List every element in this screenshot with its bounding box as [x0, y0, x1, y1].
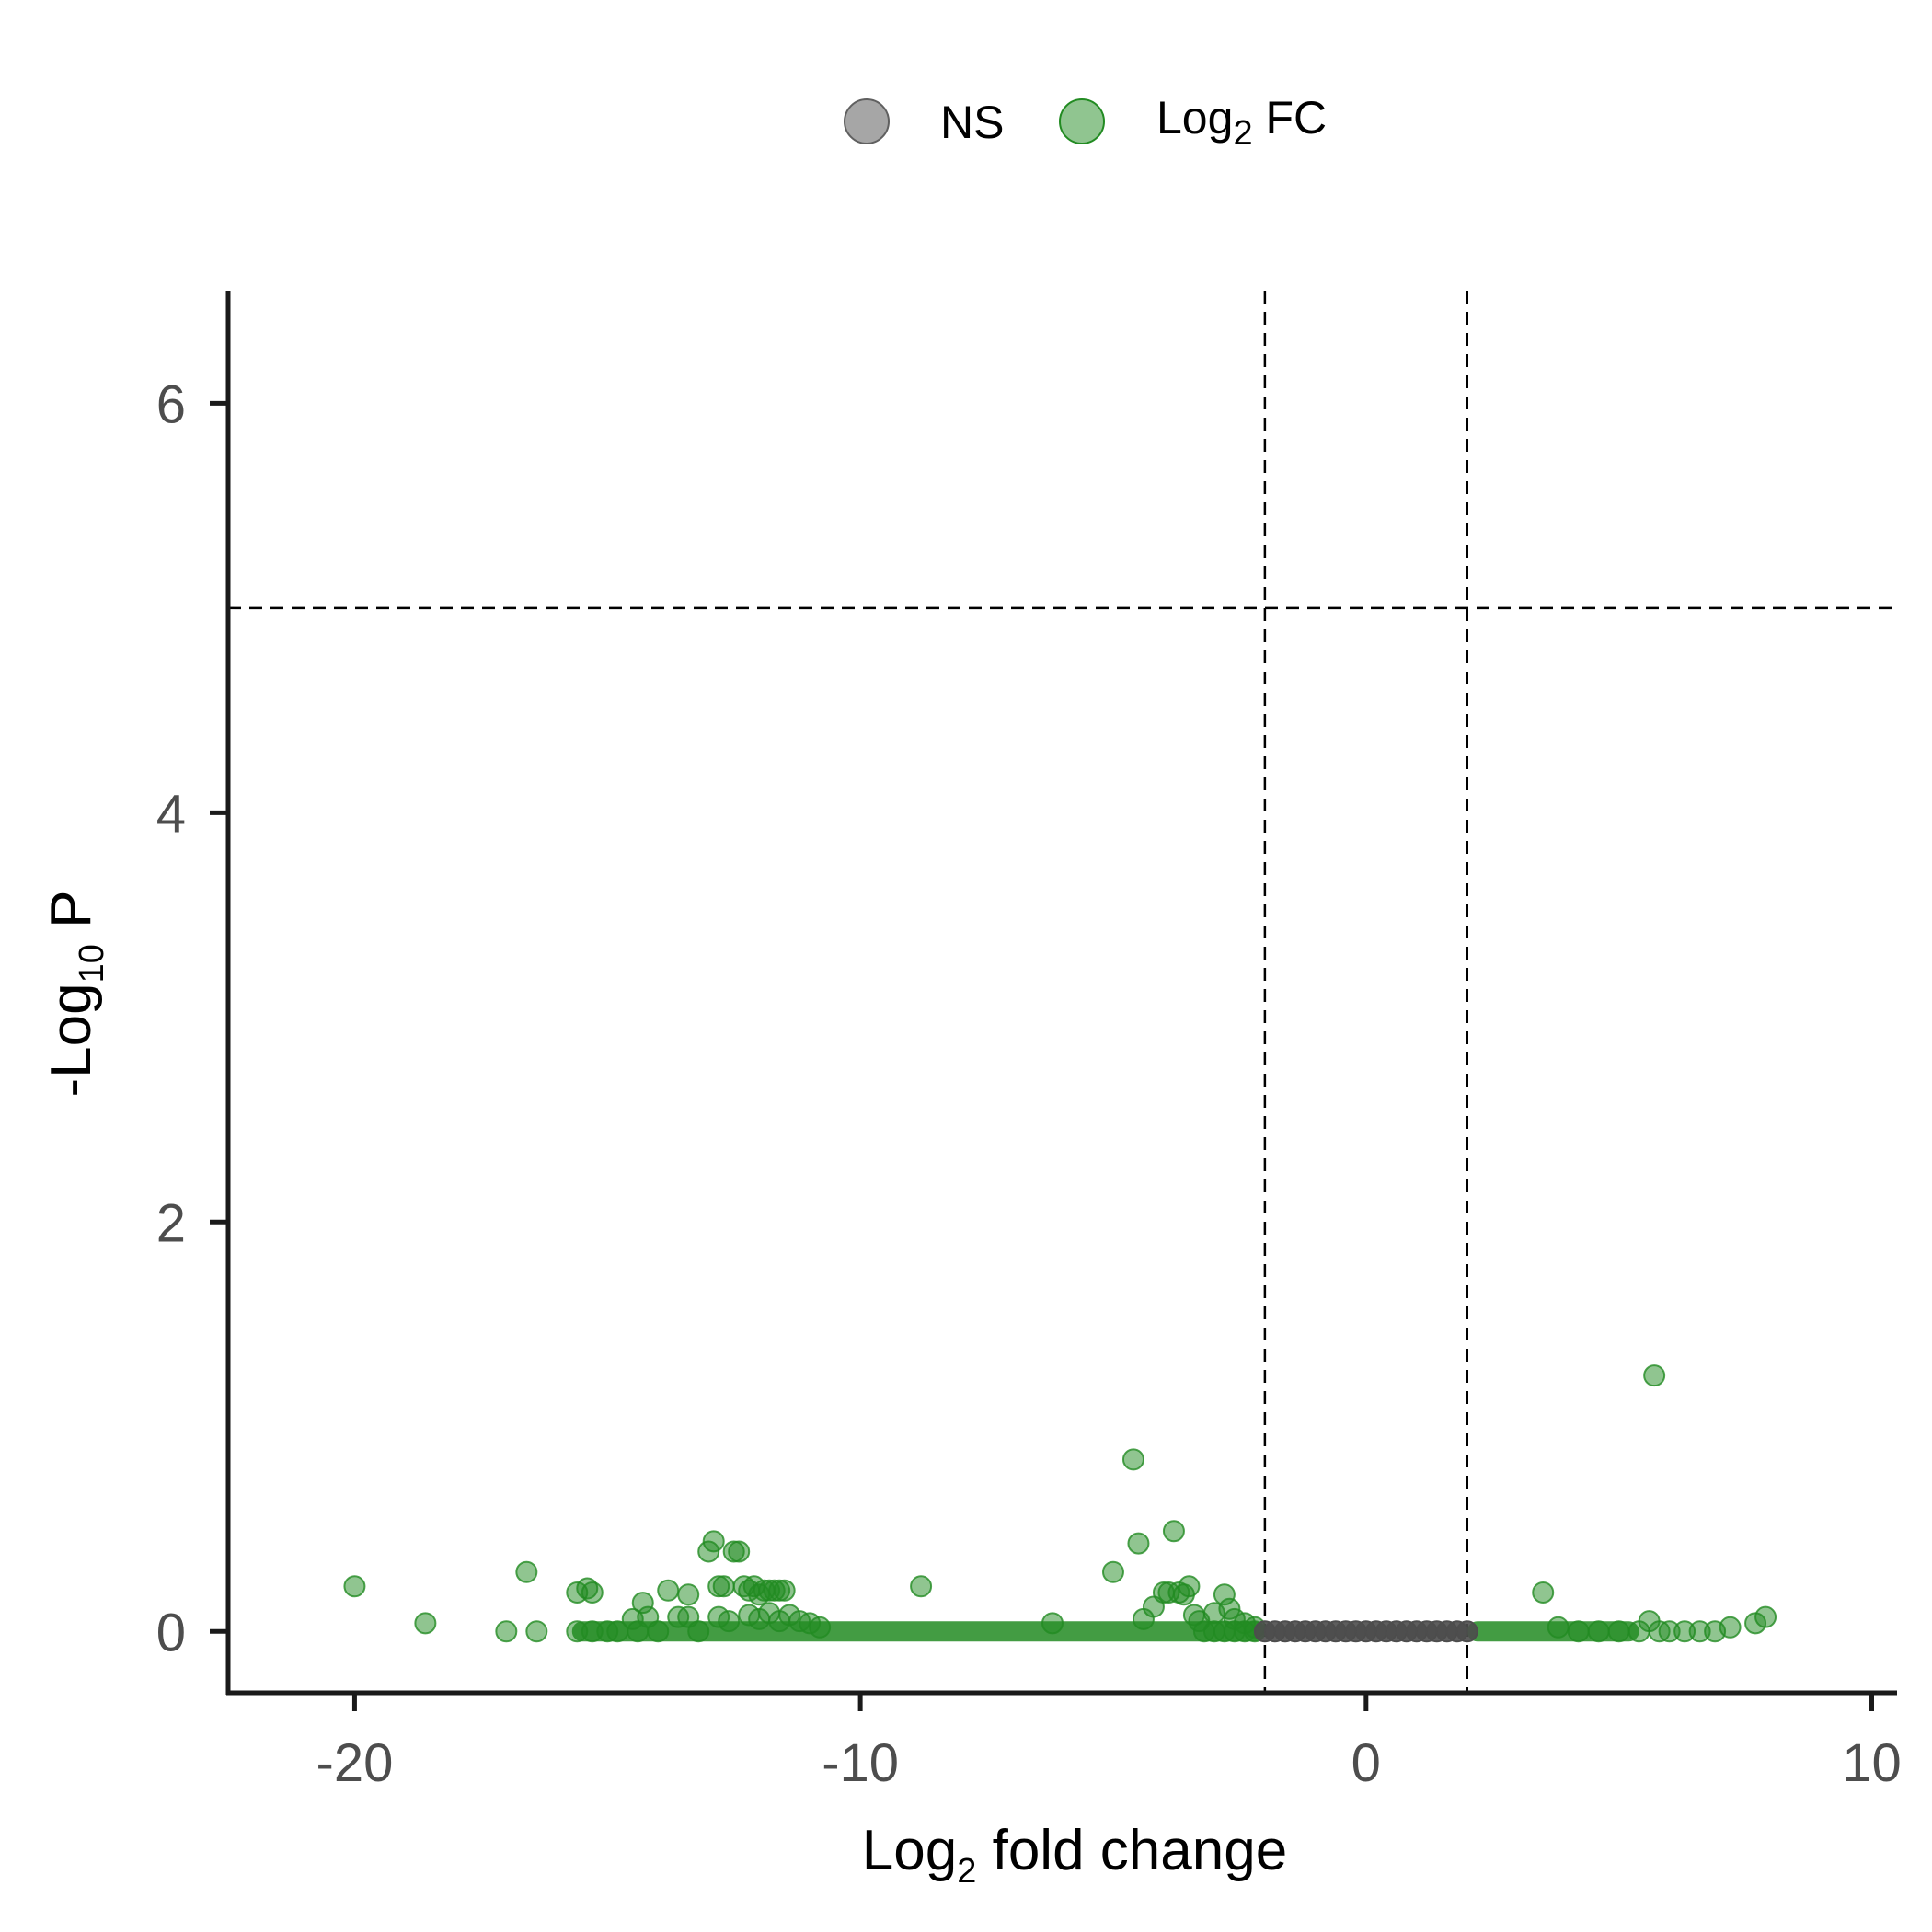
- fc-point: [728, 1540, 751, 1563]
- fc-point: [1162, 1520, 1185, 1543]
- fc-point: [1643, 1364, 1666, 1387]
- fc-point: [1547, 1616, 1570, 1639]
- data-points: [343, 1364, 1777, 1643]
- x-tick-label: 10: [1842, 1733, 1902, 1793]
- legend-key-ns: [844, 98, 890, 144]
- fc-point: [1532, 1581, 1555, 1604]
- fc-point: [515, 1560, 538, 1583]
- fc-point: [414, 1612, 437, 1635]
- legend: NS Log2 FC: [844, 92, 1327, 153]
- legend-key-fc: [1059, 98, 1105, 144]
- x-axis-ticks: -20 -10 0 10: [316, 1693, 1902, 1793]
- fc-point: [627, 1620, 650, 1643]
- ns-point: [1455, 1620, 1478, 1643]
- fc-point: [581, 1581, 604, 1604]
- y-tick-label: 4: [156, 784, 186, 844]
- fc-point: [1101, 1560, 1124, 1583]
- fc-point: [1567, 1620, 1590, 1643]
- fc-point: [1127, 1532, 1150, 1555]
- y-axis-ticks: 0 2 4 6: [156, 374, 228, 1662]
- fc-point: [1178, 1575, 1201, 1598]
- fc-point: [1607, 1620, 1630, 1643]
- fc-point: [1041, 1612, 1064, 1635]
- fc-point: [677, 1583, 700, 1606]
- fc-point: [1719, 1616, 1742, 1639]
- x-tick-label: -10: [822, 1733, 899, 1793]
- fc-point: [657, 1579, 680, 1602]
- legend-label-ns: NS: [940, 97, 1004, 148]
- y-tick-label: 2: [156, 1193, 186, 1253]
- fc-point: [1587, 1620, 1610, 1643]
- fc-point: [343, 1575, 366, 1598]
- fc-point: [809, 1616, 832, 1639]
- fc-point: [910, 1575, 933, 1598]
- x-axis-title: Log2 fold change: [862, 1819, 1287, 1891]
- fc-point: [1121, 1448, 1144, 1471]
- y-axis-title: -Log10 P: [40, 891, 111, 1098]
- fc-point: [702, 1530, 725, 1553]
- fc-point: [687, 1620, 710, 1643]
- fc-point: [1754, 1605, 1777, 1628]
- legend-label-fc: Log2 FC: [1156, 92, 1327, 153]
- fc-point: [718, 1610, 741, 1633]
- y-tick-label: 0: [156, 1603, 186, 1662]
- threshold-lines: [228, 291, 1897, 1693]
- fc-point: [495, 1620, 518, 1643]
- y-tick-label: 6: [156, 374, 186, 434]
- x-tick-label: -20: [316, 1733, 394, 1793]
- fc-point: [525, 1620, 548, 1643]
- fc-point: [773, 1579, 796, 1602]
- x-tick-label: 0: [1351, 1733, 1381, 1793]
- fc-point: [712, 1575, 735, 1598]
- fc-point: [647, 1620, 670, 1643]
